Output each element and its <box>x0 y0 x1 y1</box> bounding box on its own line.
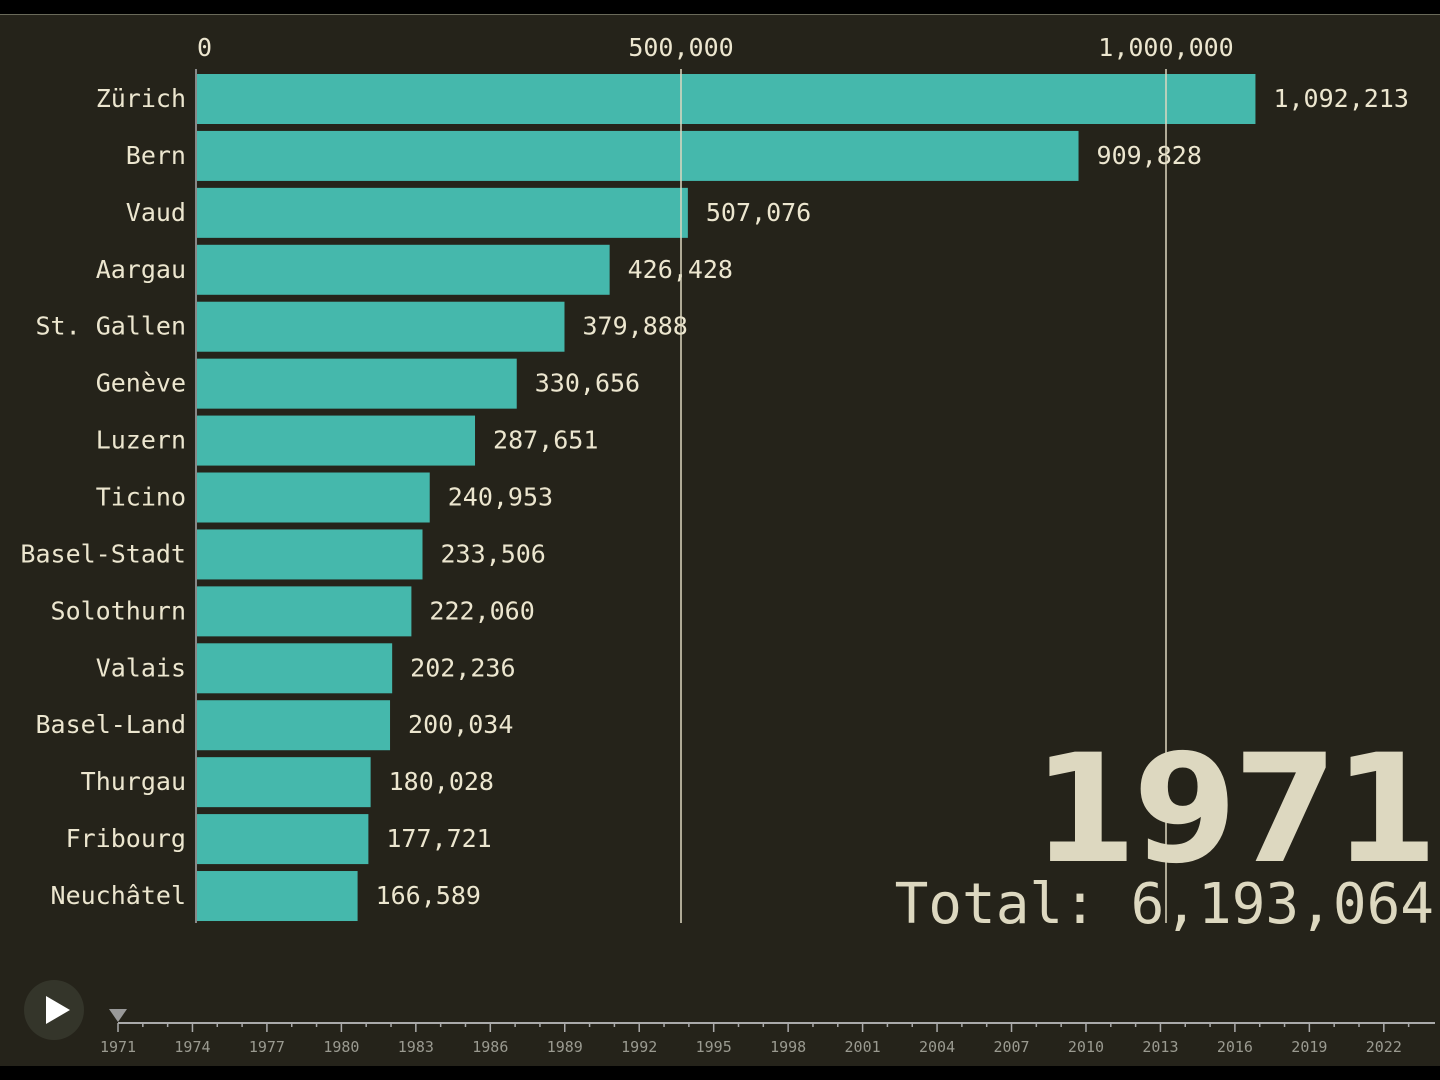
timeline-year-label: 2016 <box>1217 1038 1253 1056</box>
timeline-year-label: 2022 <box>1366 1038 1402 1056</box>
x-tick-label: 500,000 <box>628 33 733 62</box>
bar <box>196 187 688 238</box>
bar <box>196 643 393 694</box>
bar <box>196 415 476 466</box>
bar <box>196 130 1079 181</box>
category-label: Bern <box>126 141 186 170</box>
value-label: 200,034 <box>408 710 513 739</box>
timeline-year-label: 2007 <box>993 1038 1029 1056</box>
play-icon <box>46 996 70 1024</box>
value-label: 166,589 <box>376 881 481 910</box>
category-label: Ticino <box>96 483 186 512</box>
category-label: Luzern <box>96 426 186 455</box>
bar <box>196 814 369 865</box>
timeline-year-label: 1989 <box>547 1038 583 1056</box>
bar <box>196 358 517 409</box>
current-year: 1971 <box>1032 723 1438 897</box>
timeline-handle[interactable] <box>109 1009 127 1022</box>
timeline-year-label: 2004 <box>919 1038 955 1056</box>
category-label: Basel-Stadt <box>20 539 186 568</box>
value-label: 202,236 <box>410 653 515 682</box>
bar <box>196 472 430 523</box>
category-label: Valais <box>96 653 186 682</box>
timeline-year-label: 2010 <box>1068 1038 1104 1056</box>
timeline-year-label: 1998 <box>770 1038 806 1056</box>
timeline-year-label: 1980 <box>323 1038 359 1056</box>
timeline-year-label: 1974 <box>174 1038 210 1056</box>
timeline-year-label: 2001 <box>845 1038 881 1056</box>
value-label: 379,888 <box>582 312 687 341</box>
x-tick-label: 1,000,000 <box>1098 33 1233 62</box>
timeline-year-label: 1986 <box>472 1038 508 1056</box>
value-label: 1,092,213 <box>1273 84 1408 113</box>
category-label: Aargau <box>96 255 186 284</box>
value-label: 177,721 <box>386 824 491 853</box>
timeline-year-label: 1995 <box>696 1038 732 1056</box>
timeline-year-label: 1983 <box>398 1038 434 1056</box>
value-label: 330,656 <box>535 369 640 398</box>
x-tick-label: 0 <box>197 33 212 62</box>
category-label: Basel-Land <box>35 710 186 739</box>
bar <box>196 301 565 352</box>
category-label: Thurgau <box>81 767 186 796</box>
total-label: Total: 6,193,064 <box>894 872 1434 937</box>
bar <box>196 586 412 637</box>
value-label: 287,651 <box>493 426 598 455</box>
category-label: Solothurn <box>51 596 186 625</box>
timeline-year-label: 2013 <box>1142 1038 1178 1056</box>
play-button[interactable] <box>24 980 84 1040</box>
bar <box>196 871 358 922</box>
chart-stage: Zürich 1,092,213 Bern 909,828 Vaud 507,076 Aar… <box>0 14 1440 1066</box>
category-label: St. Gallen <box>35 312 186 341</box>
bar <box>196 74 1256 124</box>
bar <box>196 757 371 808</box>
value-label: 240,953 <box>448 483 553 512</box>
bar-chart: Zürich 1,092,213 Bern 909,828 Vaud 507,076 Aar… <box>20 33 1435 1056</box>
category-label: Zürich <box>96 84 186 113</box>
timeline-year-label: 1992 <box>621 1038 657 1056</box>
timeline-year-label: 1977 <box>249 1038 285 1056</box>
timeline-year-label: 2019 <box>1291 1038 1327 1056</box>
category-label: Genève <box>96 369 186 398</box>
value-label: 507,076 <box>706 198 811 227</box>
value-label: 180,028 <box>389 767 494 796</box>
bar <box>196 700 391 751</box>
value-label: 222,060 <box>429 596 534 625</box>
value-label: 909,828 <box>1097 141 1202 170</box>
value-label: 233,506 <box>441 539 546 568</box>
bar <box>196 529 423 580</box>
category-label: Neuchâtel <box>51 881 186 910</box>
category-label: Vaud <box>126 198 186 227</box>
timeline-year-label: 1971 <box>100 1038 136 1056</box>
bar <box>196 244 610 295</box>
category-label: Fribourg <box>66 824 186 853</box>
